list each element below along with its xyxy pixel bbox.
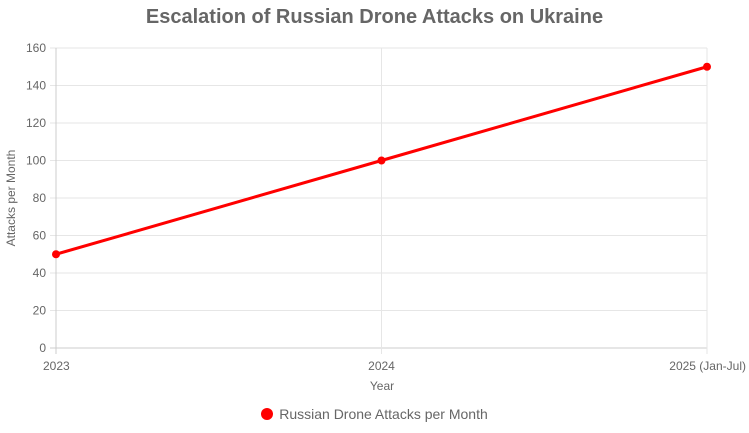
y-gridlines xyxy=(50,47,707,349)
y-tick-label: 100 xyxy=(26,154,46,168)
x-tick-label: 2025 (Jan-Jul) xyxy=(669,359,746,373)
y-tick-label: 120 xyxy=(26,116,46,130)
y-tick-label: 40 xyxy=(33,266,47,280)
x-axis-label: Year xyxy=(370,379,394,393)
y-tick-label: 140 xyxy=(26,79,46,93)
chart-title: Escalation of Russian Drone Attacks on U… xyxy=(145,6,604,28)
x-gridlines xyxy=(55,48,708,354)
x-tick-label: 2024 xyxy=(368,359,395,373)
series-layer xyxy=(52,62,711,259)
x-tick-labels: 2023 2024 2025 (Jan-Jul) xyxy=(43,359,746,373)
data-point[interactable] xyxy=(703,62,711,71)
y-tick-label: 0 xyxy=(39,341,46,355)
y-tick-label: 20 xyxy=(33,304,47,318)
y-tick-label: 160 xyxy=(26,41,46,55)
y-tick-labels: 0 20 40 60 80 100 120 140 160 xyxy=(26,41,46,355)
y-tick-label: 80 xyxy=(33,191,47,205)
x-tick-label: 2023 xyxy=(43,359,70,373)
data-point[interactable] xyxy=(377,156,386,165)
legend-label: Russian Drone Attacks per Month xyxy=(279,406,488,422)
y-axis-label: Attacks per Month xyxy=(4,150,18,247)
legend-marker-icon xyxy=(261,408,274,420)
y-tick-label: 60 xyxy=(33,229,47,243)
legend[interactable]: Russian Drone Attacks per Month xyxy=(0,406,749,422)
data-point[interactable] xyxy=(52,250,60,259)
